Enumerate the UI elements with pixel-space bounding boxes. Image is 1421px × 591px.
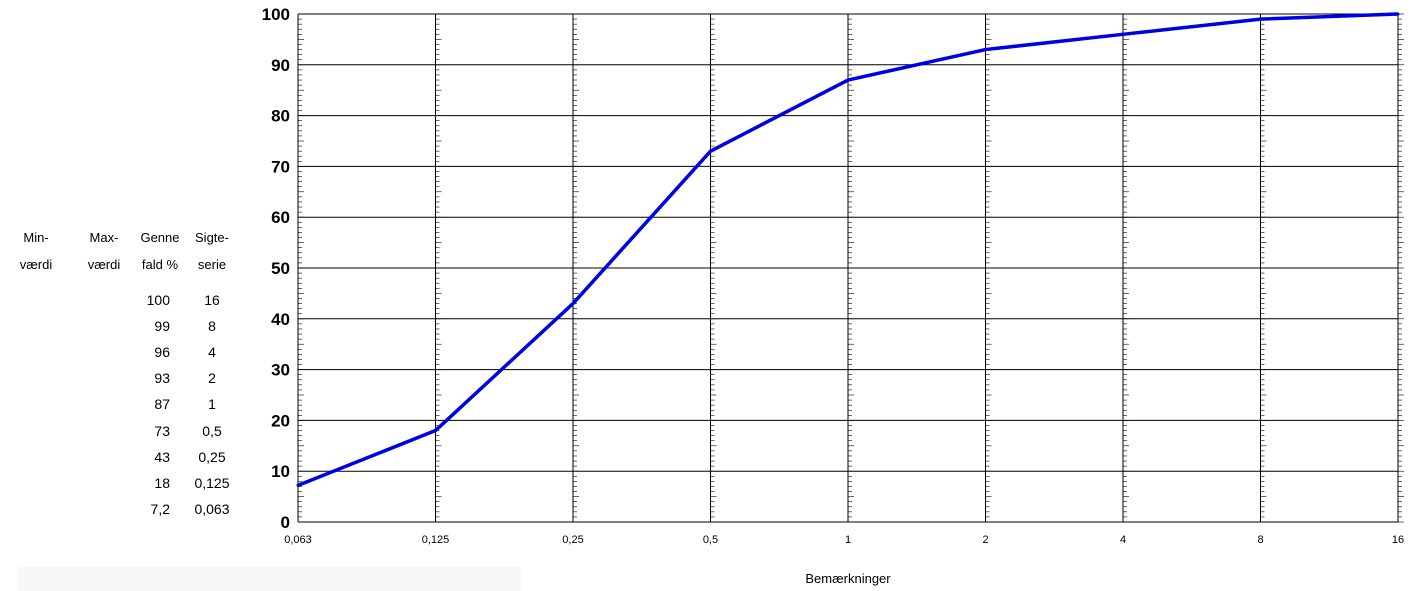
y-tick-label: 0 xyxy=(281,513,290,532)
x-tick-label: 8 xyxy=(1257,534,1263,546)
table-header-2-line1: Max- xyxy=(89,230,119,245)
y-tick-label: 80 xyxy=(271,107,290,126)
data-point xyxy=(296,483,300,487)
table-header-3-line1: Genne xyxy=(140,230,180,245)
table-cell-pct: 99 xyxy=(154,318,170,335)
table-header-1-line1: Min- xyxy=(23,230,49,245)
table-cell-sieve: 8 xyxy=(208,318,216,335)
table-cell-pct: 18 xyxy=(154,474,170,491)
y-tick-label: 60 xyxy=(271,208,290,227)
data-point xyxy=(1396,12,1400,16)
table-cell-pct: 96 xyxy=(154,344,170,361)
table-cell-sieve: 0,125 xyxy=(194,474,230,491)
y-tick-label: 20 xyxy=(271,411,290,430)
table-cell-pct: 43 xyxy=(154,448,170,465)
table-cell-sieve: 16 xyxy=(204,292,220,308)
data-point xyxy=(1121,32,1125,36)
data-point xyxy=(846,78,850,82)
table-header-4-line2: serie xyxy=(197,257,227,272)
x-tick-label: 4 xyxy=(1120,534,1126,546)
table-header-3-line2: fald % xyxy=(141,257,179,272)
y-tick-label: 90 xyxy=(271,56,290,75)
table-cell-sieve: 4 xyxy=(208,344,216,361)
table-cell-sieve: 2 xyxy=(208,370,216,387)
table-header-4-line1: Sigte- xyxy=(195,230,229,245)
data-point xyxy=(709,149,712,153)
y-tick-label: 50 xyxy=(271,259,290,278)
data-point xyxy=(434,429,437,433)
table-cell-sieve: 0,5 xyxy=(202,422,222,439)
data-point xyxy=(571,302,575,306)
x-tick-label: 2 xyxy=(982,534,988,546)
table-cell-sieve: 0,063 xyxy=(194,500,230,517)
y-tick-label: 100 xyxy=(262,5,290,24)
y-tick-label: 10 xyxy=(271,462,290,481)
data-point xyxy=(1259,17,1262,21)
table-cell-pct: 100 xyxy=(146,292,170,308)
y-tick-label: 70 xyxy=(271,157,290,176)
remarks-box xyxy=(18,567,521,591)
table-header-2-line2: værdi xyxy=(87,257,121,272)
table-cell-sieve: 0,25 xyxy=(198,448,226,465)
x-tick-label: 16 xyxy=(1392,534,1404,546)
data-point xyxy=(984,48,987,52)
x-tick-label: 0,25 xyxy=(562,534,583,546)
x-tick-label: 0,063 xyxy=(284,534,312,546)
table-cell-pct: 7,2 xyxy=(150,500,170,517)
table-cell-pct: 93 xyxy=(154,370,170,387)
table-cell-sieve: 1 xyxy=(208,396,216,413)
x-tick-label: 1 xyxy=(845,534,851,546)
x-tick-label: 0,5 xyxy=(703,534,718,546)
x-tick-label: 0,125 xyxy=(422,534,450,546)
table-cell-pct: 87 xyxy=(154,396,170,413)
table-cell-pct: 73 xyxy=(154,422,170,439)
y-tick-label: 30 xyxy=(271,361,290,380)
x-axis-label: Bemærkninger xyxy=(805,571,891,586)
table-header-1-line2: værdi xyxy=(19,257,53,272)
y-tick-label: 40 xyxy=(271,310,290,329)
